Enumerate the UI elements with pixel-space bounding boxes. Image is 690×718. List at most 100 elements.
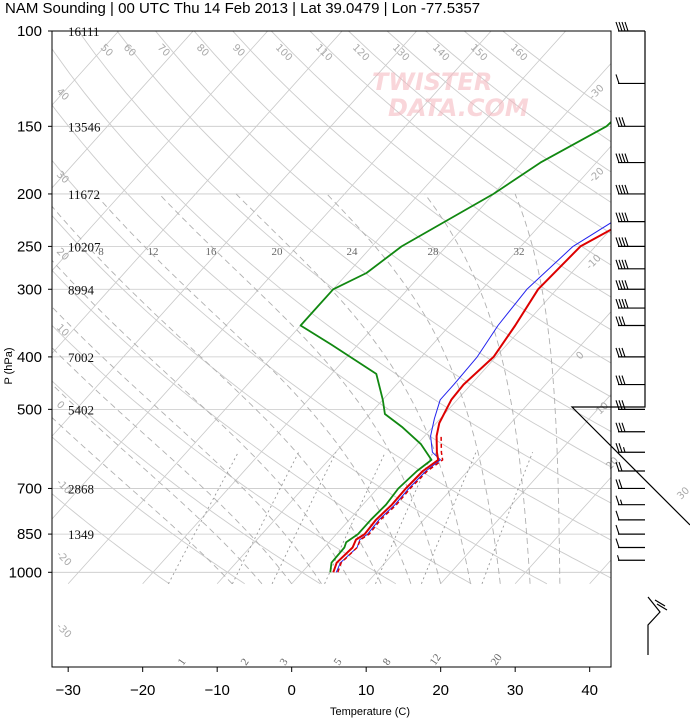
height-label: 11672	[68, 187, 100, 202]
dry-adiabat	[52, 159, 611, 579]
wind-barb	[615, 524, 645, 535]
dry-adiabat	[270, 31, 611, 298]
theta-label: 60	[121, 42, 138, 59]
mixing-ratio-label: 8	[381, 656, 394, 668]
y-tick-label: 700	[17, 480, 42, 497]
barb-full	[618, 237, 623, 247]
barb-full	[621, 259, 626, 269]
barb-full	[624, 280, 629, 290]
isotherm-label: 30	[675, 485, 690, 502]
barb-full	[615, 21, 620, 32]
low-level-barb	[654, 599, 666, 607]
barb-full	[618, 316, 623, 326]
barb-full	[615, 375, 620, 385]
barb-full	[615, 237, 620, 247]
barb-panel-outline	[570, 31, 690, 526]
parcel-temperature-line	[335, 222, 611, 573]
mixing-ratio-line	[375, 452, 434, 584]
moist-adiabat	[52, 259, 352, 585]
moist-adiabat	[158, 193, 442, 584]
wind-barb	[615, 298, 645, 309]
theta-e-label: 24	[347, 246, 359, 258]
plot-frame	[51, 30, 612, 668]
theta-e-label: 16	[206, 246, 218, 258]
mixing-ratio-line	[168, 451, 239, 585]
theta-label: 140	[430, 42, 451, 63]
moist-adiabat	[52, 205, 382, 584]
dry-adiabat	[52, 380, 321, 585]
isotherm-line	[440, 393, 611, 585]
barb-full	[624, 237, 629, 247]
barb-full	[618, 117, 623, 127]
mixing-ratio-line	[231, 451, 300, 584]
barb-full	[621, 347, 626, 358]
theta-label: -20	[54, 549, 73, 568]
dry-adiabat	[193, 31, 611, 364]
barb-full	[621, 184, 626, 195]
isotherm-label: 10	[594, 400, 611, 417]
isotherm-line	[365, 311, 611, 585]
x-tick-label: −20	[130, 682, 155, 699]
isotherm-line	[291, 228, 611, 585]
y-tick-label: 1000	[9, 564, 42, 581]
height-label: 10207	[68, 239, 101, 254]
barb-full	[618, 422, 623, 432]
barb-full	[615, 74, 620, 84]
y-tick-label: 850	[17, 526, 42, 543]
x-tick-label: 10	[358, 682, 375, 699]
theta-label: 130	[390, 42, 411, 63]
wind-barb	[615, 280, 645, 290]
dry-adiabat	[116, 31, 611, 433]
barb-full	[624, 212, 629, 222]
isotherm-line	[52, 31, 194, 189]
barb-full	[615, 524, 620, 535]
theta-e-label: 32	[514, 246, 525, 258]
wind-barb	[615, 184, 645, 195]
barb-full	[615, 400, 620, 410]
height-label: 13546	[68, 119, 101, 134]
x-tick-label: 0	[288, 682, 296, 699]
virtual-temperature-line	[337, 435, 444, 573]
barb-full	[621, 375, 626, 385]
barb-full	[615, 153, 620, 163]
mixing-ratio-line	[481, 452, 534, 584]
barb-full	[615, 461, 620, 472]
barb-full	[621, 422, 626, 432]
wind-barb	[615, 21, 645, 32]
y-tick-label: 100	[17, 23, 42, 40]
dry-adiabat	[52, 493, 170, 585]
isotherm-label: 0	[574, 350, 586, 362]
y-tick-label: 300	[17, 281, 42, 298]
wind-barb	[615, 259, 645, 270]
barb-full	[615, 479, 620, 489]
wind-barb	[615, 422, 645, 433]
dry-adiabat	[78, 31, 611, 468]
barb-full	[615, 443, 620, 453]
low-level-barb	[656, 603, 668, 611]
barb-full	[618, 259, 623, 269]
wind-barbs	[615, 21, 668, 655]
watermark-line-2: DATA.COM	[388, 94, 529, 122]
moist-adiabat	[424, 193, 531, 584]
isotherm-line	[52, 31, 417, 437]
moist-adiabat	[235, 193, 471, 584]
barb-full	[615, 510, 620, 521]
theta-label: 30	[54, 169, 71, 186]
y-axis-label: P (hPa)	[3, 347, 15, 384]
moist-adiabat	[52, 306, 322, 585]
sounding-profiles	[299, 120, 611, 573]
mixing-ratio-line	[420, 452, 477, 584]
barb-full	[624, 298, 629, 309]
barb-full	[618, 400, 623, 410]
y-tick-label: 150	[17, 118, 42, 135]
barb-full	[618, 298, 623, 309]
barb-full	[618, 21, 623, 32]
x-tick-label: 20	[432, 682, 449, 699]
theta-e-label: 28	[428, 246, 440, 258]
theta-label: 120	[350, 42, 371, 63]
theta-label: 10	[54, 322, 71, 339]
mixing-ratio-line	[324, 452, 386, 584]
barb-full	[615, 316, 620, 326]
